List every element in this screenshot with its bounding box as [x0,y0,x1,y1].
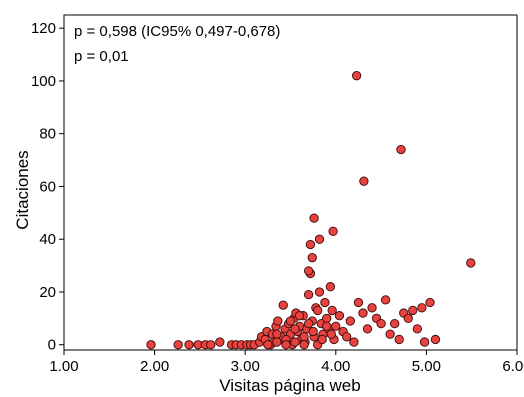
data-point [353,297,364,308]
data-point [331,321,341,331]
data-point [358,308,368,318]
data-point [305,239,316,250]
data-point [345,316,355,326]
annotation-background [65,16,336,70]
data-point [417,303,427,313]
data-point [317,334,327,345]
x-tick-label: 6.00 [502,358,524,375]
data-point [146,340,156,350]
data-point [326,329,336,339]
data-point [328,226,338,236]
data-point [299,332,309,342]
y-tick-label: 120 [31,20,56,37]
data-point [425,297,435,308]
data-point [294,311,305,321]
data-point [322,321,332,331]
y-tick-label: 60 [39,178,56,195]
x-tick-label: 3.00 [231,358,260,375]
data-point [263,340,273,350]
data-point [299,340,309,350]
data-point [309,213,319,223]
annotation-box: p = 0,598 (IC95% 0,497-0,678) p = 0,01 [65,16,336,70]
data-point [303,318,314,329]
data-point [394,334,404,345]
data-point [308,326,318,337]
data-point [396,144,406,155]
data-point [272,329,282,339]
data-point [314,287,325,297]
x-tick-label: 5.00 [412,358,441,375]
data-point [278,300,288,310]
data-point [380,295,391,305]
data-point [390,318,400,329]
data-point [273,316,283,326]
data-point [272,337,282,347]
data-point [290,337,300,347]
data-point [325,282,336,292]
x-axis: 1.00 2.00 3.00 4.00 5.00 6.00 [49,350,524,375]
data-point [408,305,418,316]
data-point [313,305,323,316]
data-point [362,324,373,334]
data-point [376,318,386,329]
data-point [314,234,325,244]
data-point [349,337,359,347]
x-tick-label: 4.00 [321,358,350,375]
y-tick-label: 20 [39,284,56,301]
y-tick-label: 80 [39,126,56,143]
data-point [466,258,476,268]
data-point [320,297,330,308]
data-point [285,316,296,326]
data-point [307,253,317,263]
data-point [303,289,314,300]
x-tick-label: 2.00 [140,358,169,375]
annotation-pvalue: p = 0,01 [74,48,129,65]
y-tick-label: 40 [39,231,56,248]
data-point [322,313,332,323]
data-point [351,71,362,81]
data-point [342,332,352,342]
data-point [184,340,194,350]
data-point [385,329,395,339]
x-tick-label: 1.00 [49,358,78,375]
data-point [215,337,225,347]
y-axis: 0 20 40 60 80 100 120 [31,20,64,354]
data-point [327,305,337,316]
data-point [290,324,300,334]
data-point [412,324,422,334]
data-point [206,340,216,350]
y-tick-label: 100 [31,73,56,90]
plot-frame [63,14,518,351]
data-point [334,311,345,321]
data-point [419,337,430,347]
data-point [281,340,291,350]
data-point [430,334,441,345]
data-point [359,176,369,186]
data-point [173,340,183,350]
y-tick-label: 0 [48,337,56,354]
x-axis-title: Visitas página web [219,376,360,395]
data-point [403,313,413,323]
data-points [146,71,476,350]
y-axis-title: Citaciones [13,150,32,229]
data-point [367,303,377,313]
data-point [303,266,314,276]
annotation-correlation: p = 0,598 (IC95% 0,497-0,678) [74,23,280,40]
